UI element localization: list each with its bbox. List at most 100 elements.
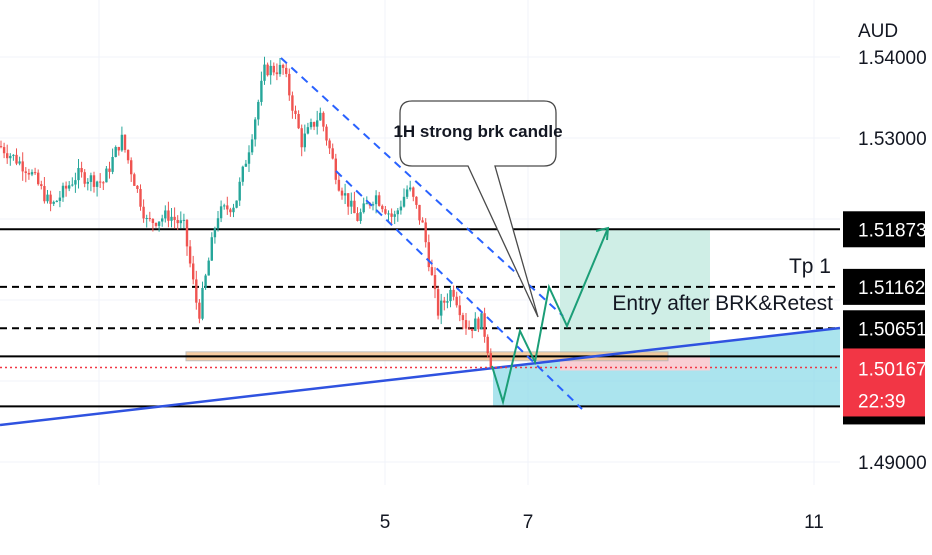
candle-body — [123, 134, 127, 150]
candle-body — [440, 300, 443, 316]
candle-body — [120, 134, 124, 151]
candle-body — [458, 305, 461, 316]
candle-body — [24, 171, 27, 173]
target-zone — [560, 229, 710, 357]
candle-body — [2, 147, 6, 154]
candle-body — [58, 197, 62, 201]
candle-body — [192, 263, 195, 280]
candle-body — [18, 161, 21, 164]
candle-body — [142, 206, 145, 219]
x-tick-label: 7 — [523, 512, 534, 533]
candle-body — [55, 200, 58, 202]
candle-body — [37, 172, 40, 185]
candle-body — [436, 289, 440, 316]
candle-body — [362, 203, 365, 213]
candle-body — [427, 242, 430, 268]
channel-lower-line[interactable] — [335, 170, 583, 410]
candle-body — [350, 200, 353, 207]
current-price-label: 1.50167 — [858, 359, 927, 380]
candle-body — [390, 213, 393, 217]
candle-body — [210, 237, 213, 261]
candle-body — [461, 315, 465, 321]
candle-body — [213, 228, 217, 238]
candle-body — [489, 353, 492, 369]
horizontal-levels — [0, 228, 840, 408]
candle-body — [80, 168, 83, 173]
candle-body — [269, 65, 272, 76]
candle-body — [167, 210, 170, 221]
candle-body — [359, 212, 362, 221]
candle-body — [46, 194, 49, 202]
candle-body — [68, 185, 71, 189]
y-tick-label: 1.54000 — [858, 48, 927, 69]
candle-body — [148, 218, 151, 220]
candle-body — [250, 139, 254, 153]
candle-body — [412, 187, 415, 197]
candle-body — [244, 163, 248, 167]
candle-body — [151, 218, 155, 223]
candle-body — [381, 205, 384, 210]
candle-body — [483, 313, 486, 337]
ascending-trendline[interactable] — [0, 326, 841, 427]
x-tick-label: 5 — [380, 512, 391, 533]
candle-body — [278, 64, 282, 75]
candle-body — [108, 168, 111, 172]
candle-body — [99, 181, 102, 183]
candle-body — [384, 209, 387, 214]
candle-body — [272, 65, 275, 73]
candle-body — [371, 204, 375, 206]
candle-body — [92, 175, 96, 187]
countdown-label: 22:39 — [858, 391, 906, 412]
time-axis[interactable]: 29Jul571113 — [0, 512, 932, 533]
candle-body — [188, 246, 192, 264]
currency-label: AUD — [858, 21, 898, 42]
candle-body — [257, 101, 260, 120]
candle-body — [133, 174, 136, 186]
candle-body — [33, 172, 37, 174]
price-axis[interactable]: AUD 1.54000 1.53000 1.49000 1.51873 1.51162… — [843, 21, 927, 474]
candle-body — [340, 190, 344, 196]
candle-body — [396, 210, 399, 215]
candle-body — [266, 64, 269, 76]
candle-body — [89, 175, 93, 182]
candle-body — [294, 110, 297, 114]
y-tick-label: 1.49000 — [858, 453, 927, 474]
grid-lines — [0, 0, 840, 485]
candle-body — [464, 320, 468, 329]
channel-upper-line[interactable] — [280, 57, 564, 317]
candle-body — [130, 160, 133, 175]
candle-body — [27, 172, 31, 175]
candle-body — [325, 126, 328, 141]
candle-body — [409, 187, 412, 190]
price-box-label: 1.51162 — [858, 278, 925, 299]
candle-body — [316, 120, 319, 127]
callout-text: 1H strong brk candle — [393, 122, 562, 141]
callout[interactable]: 1H strong brk candle — [393, 100, 563, 318]
candle-body — [185, 219, 189, 247]
candle-body — [71, 184, 74, 186]
candle-body — [52, 201, 55, 204]
candle-body — [43, 186, 46, 202]
candle-body — [114, 147, 117, 157]
current-price-box — [843, 348, 925, 417]
candle-body — [365, 203, 368, 205]
candle-body — [111, 156, 114, 172]
candle-body — [182, 219, 186, 221]
candle-body — [285, 67, 288, 74]
price-box-label: 1.50651 — [858, 319, 927, 340]
candle-body — [306, 127, 310, 134]
candle-body — [201, 287, 204, 319]
candle-body — [117, 147, 120, 151]
projection-path[interactable] — [491, 227, 609, 406]
candle-body — [15, 154, 18, 164]
candle-body — [393, 214, 396, 217]
candle-body — [105, 168, 108, 183]
candle-body — [216, 218, 220, 229]
candle-body — [300, 128, 303, 148]
candle-body — [399, 206, 403, 211]
candle-body — [12, 154, 15, 156]
candle-body — [49, 194, 52, 204]
candle-body — [328, 140, 331, 149]
